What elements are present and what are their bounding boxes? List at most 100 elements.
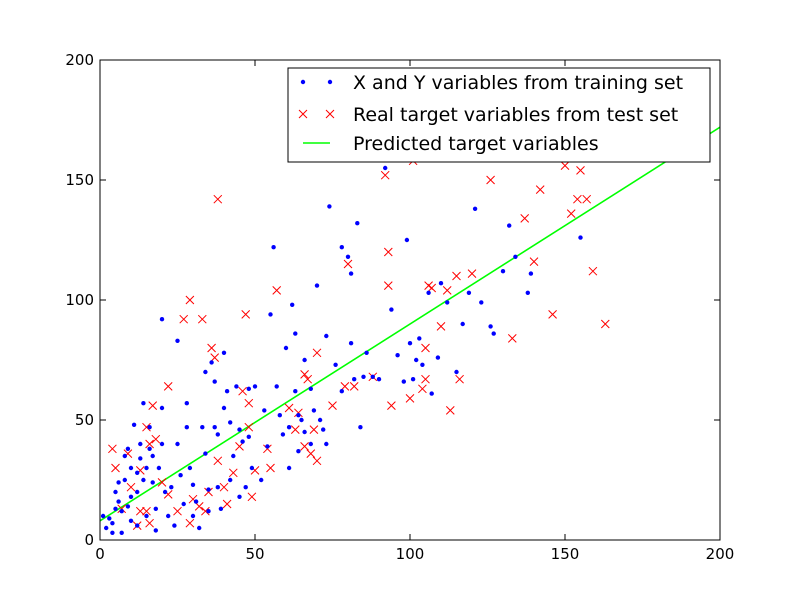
- training-point: [200, 425, 205, 430]
- training-point: [122, 477, 128, 483]
- training-point: [209, 360, 214, 365]
- test-point: [163, 382, 173, 391]
- training-point: [116, 499, 121, 504]
- test-point: [582, 194, 592, 204]
- training-point: [212, 425, 217, 430]
- training-point: [110, 530, 115, 535]
- test-point: [588, 266, 598, 276]
- training-point: [364, 350, 369, 355]
- legend-label: Real target variables from test set: [353, 104, 678, 126]
- training-point: [271, 245, 276, 250]
- legend-label: Predicted target variables: [353, 133, 599, 155]
- training-point: [212, 379, 217, 384]
- test-point: [185, 518, 195, 528]
- training-point: [107, 516, 112, 521]
- training-point: [206, 487, 211, 492]
- test-point: [312, 348, 322, 358]
- training-point: [454, 369, 459, 375]
- test-point: [204, 487, 213, 497]
- training-point: [110, 521, 115, 526]
- training-point: [265, 444, 270, 449]
- legend-x-swatch: [325, 109, 335, 119]
- training-point: [147, 446, 152, 451]
- legend-dot-swatch: [327, 79, 333, 85]
- x-tick-label: 200: [706, 545, 735, 563]
- y-tick-label: 100: [65, 291, 94, 309]
- training-point: [135, 489, 140, 495]
- training-point: [178, 473, 183, 478]
- training-point: [197, 525, 202, 531]
- x-tick-label: 150: [551, 545, 580, 563]
- legend-label: X and Y variables from training set: [353, 72, 683, 94]
- training-point: [268, 312, 273, 317]
- training-point: [228, 477, 233, 483]
- test-point: [228, 468, 238, 478]
- test-point: [135, 506, 145, 516]
- test-point: [300, 370, 309, 379]
- test-point: [111, 463, 120, 473]
- training-point: [358, 425, 363, 430]
- test-point: [272, 286, 282, 295]
- training-point: [162, 489, 168, 495]
- training-point: [150, 480, 155, 485]
- training-point: [125, 446, 131, 451]
- training-point: [175, 338, 180, 343]
- training-point: [193, 499, 199, 504]
- training-point: [355, 221, 360, 226]
- training-point: [479, 300, 484, 305]
- training-point: [327, 204, 332, 209]
- test-point: [145, 518, 154, 528]
- legend-x-swatch: [298, 109, 308, 119]
- training-point: [128, 518, 134, 523]
- training-point: [395, 353, 400, 358]
- test-point: [309, 425, 319, 434]
- test-point: [201, 506, 210, 516]
- training-point: [215, 485, 220, 490]
- training-point: [190, 513, 196, 519]
- test-point: [507, 334, 517, 343]
- test-point: [241, 310, 251, 319]
- test-point: [207, 343, 216, 353]
- training-point: [203, 369, 208, 375]
- test-point: [486, 175, 495, 185]
- plot-frame: [99, 59, 721, 541]
- training-point: [147, 425, 152, 430]
- test-point: [436, 322, 446, 331]
- test-point: [405, 394, 415, 403]
- training-point: [237, 494, 242, 499]
- training-point: [302, 429, 307, 435]
- training-point: [175, 441, 180, 447]
- test-point: [421, 374, 430, 384]
- training-point: [383, 165, 388, 171]
- training-point: [141, 477, 146, 483]
- y-tick-label: 200: [65, 51, 94, 69]
- training-point: [259, 477, 264, 483]
- training-point: [237, 427, 242, 432]
- test-point: [566, 209, 576, 218]
- training-point: [243, 485, 248, 490]
- test-point: [421, 343, 430, 353]
- training-point: [308, 386, 313, 391]
- test-point: [600, 319, 610, 329]
- training-point: [339, 389, 344, 394]
- test-point: [452, 271, 461, 281]
- legend-box: [287, 67, 711, 163]
- training-point: [159, 317, 165, 322]
- test-point: [238, 386, 247, 396]
- y-tick-label: 50: [75, 411, 94, 429]
- training-point: [296, 413, 301, 418]
- training-point: [203, 451, 208, 456]
- training-point: [280, 432, 286, 437]
- test-point: [306, 449, 316, 458]
- training-point: [218, 506, 224, 511]
- test-point: [573, 194, 582, 204]
- training-point: [249, 465, 255, 471]
- training-point: [221, 405, 227, 411]
- training-point: [348, 341, 354, 346]
- training-point: [466, 290, 472, 295]
- training-point: [333, 362, 338, 367]
- training-point: [104, 525, 109, 531]
- training-point: [277, 413, 282, 418]
- test-point: [383, 281, 393, 290]
